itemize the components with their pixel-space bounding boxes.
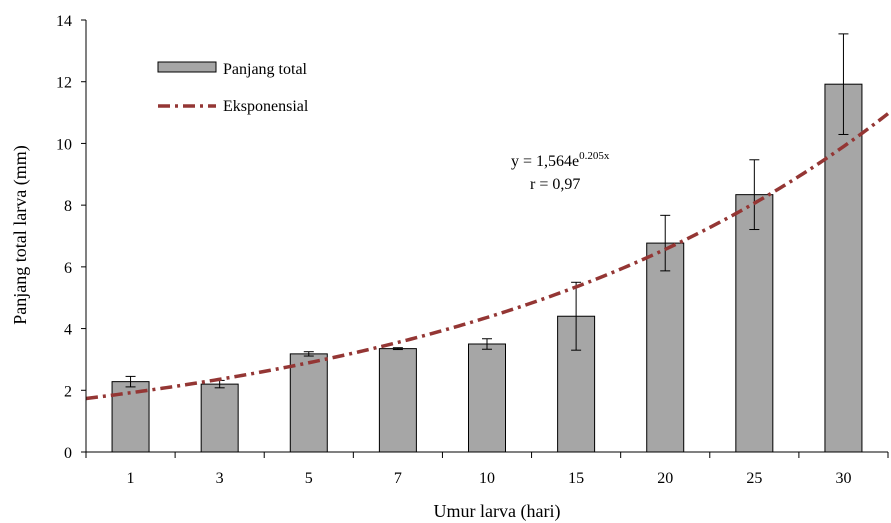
bar-10 [468, 343, 506, 453]
y-tick-label-2: 2 [64, 383, 72, 400]
equation-prefix: y = 1,564e [511, 153, 579, 170]
y-axis-title: Panjang total larva (mm) [10, 145, 31, 324]
bar-30 [824, 83, 863, 453]
bars-layer [111, 83, 863, 453]
x-tick-label-15: 15 [568, 470, 584, 487]
y-tick-label-0: 0 [64, 445, 72, 462]
x-tick-label-3: 3 [216, 470, 224, 487]
bar-20 [646, 242, 685, 453]
legend-label-bar: Panjang total [223, 61, 308, 78]
axes-layer [81, 19, 889, 458]
legend-label-trend: Eksponensial [223, 98, 309, 115]
equation-annotation: y = 1,564e0.205x r = 0,97 [511, 150, 610, 193]
x-tick-label-5: 5 [305, 470, 313, 487]
r-value-text: r = 0,97 [530, 176, 580, 193]
legend-swatch-bar [157, 61, 217, 73]
legend: Panjang total Eksponensial [157, 61, 309, 115]
y-tick-label-6: 6 [64, 260, 72, 277]
equation-exponent: 0.205x [579, 150, 610, 162]
equation-text: y = 1,564e0.205x [511, 150, 610, 170]
x-axis-title: Umur larva (hari) [434, 501, 561, 522]
bar-7 [378, 348, 417, 453]
x-tick-label-20: 20 [657, 470, 673, 487]
y-tick-label-14: 14 [56, 13, 72, 30]
bar-25 [735, 194, 774, 453]
y-tick-labels: 0 2 4 6 8 10 12 14 [56, 13, 72, 462]
error-bars-layer [125, 33, 849, 389]
y-tick-label-12: 12 [56, 75, 72, 92]
trendline-exponential [85, 112, 890, 401]
bar-3 [200, 383, 239, 453]
x-tick-labels: 1 3 5 7 10 15 20 25 30 [127, 470, 852, 487]
bar-5 [289, 353, 328, 453]
y-tick-label-8: 8 [64, 198, 72, 215]
x-tick-label-30: 30 [835, 470, 851, 487]
x-tick-label-25: 25 [746, 470, 762, 487]
x-tick-label-7: 7 [394, 470, 402, 487]
x-tick-label-10: 10 [479, 470, 495, 487]
y-tick-label-4: 4 [64, 322, 72, 339]
y-tick-label-10: 10 [56, 136, 72, 153]
x-tick-label-1: 1 [127, 470, 135, 487]
